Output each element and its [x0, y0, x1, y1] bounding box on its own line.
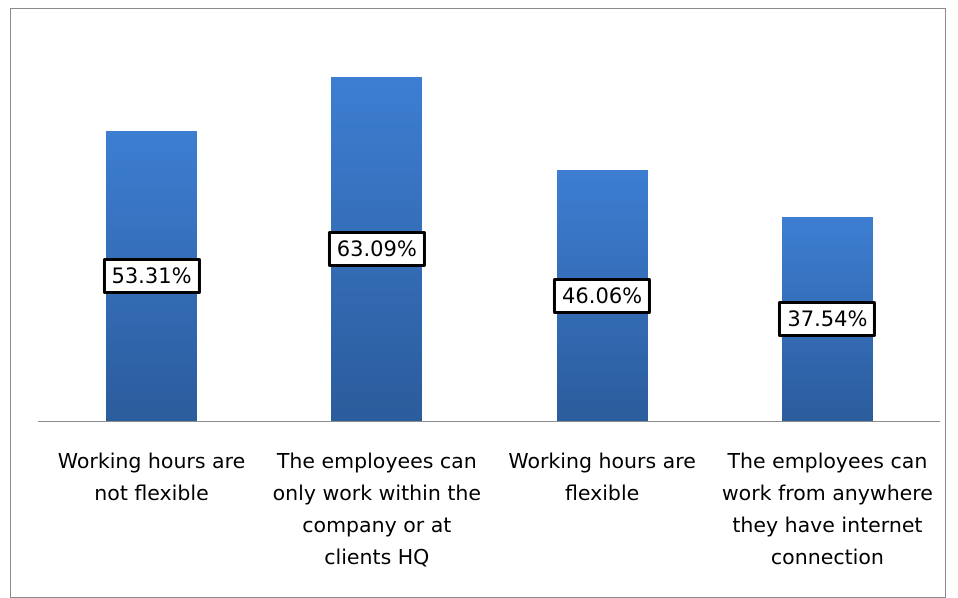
x-tick-label: Working hours are flexible: [508, 449, 696, 505]
page: {"chart_data": {"type": "bar", "categori…: [10, 8, 946, 598]
x-tick-label: The employees can only work within the c…: [272, 449, 481, 569]
data-label: 53.31%: [102, 257, 201, 294]
data-label: 37.54%: [778, 300, 877, 337]
data-label: 63.09%: [327, 231, 426, 268]
data-label: 46.06%: [553, 277, 652, 314]
x-tick-label: The employees can work from anywhere the…: [721, 449, 933, 569]
x-axis: [38, 421, 940, 422]
x-tick-label: Working hours are not flexible: [57, 449, 246, 505]
